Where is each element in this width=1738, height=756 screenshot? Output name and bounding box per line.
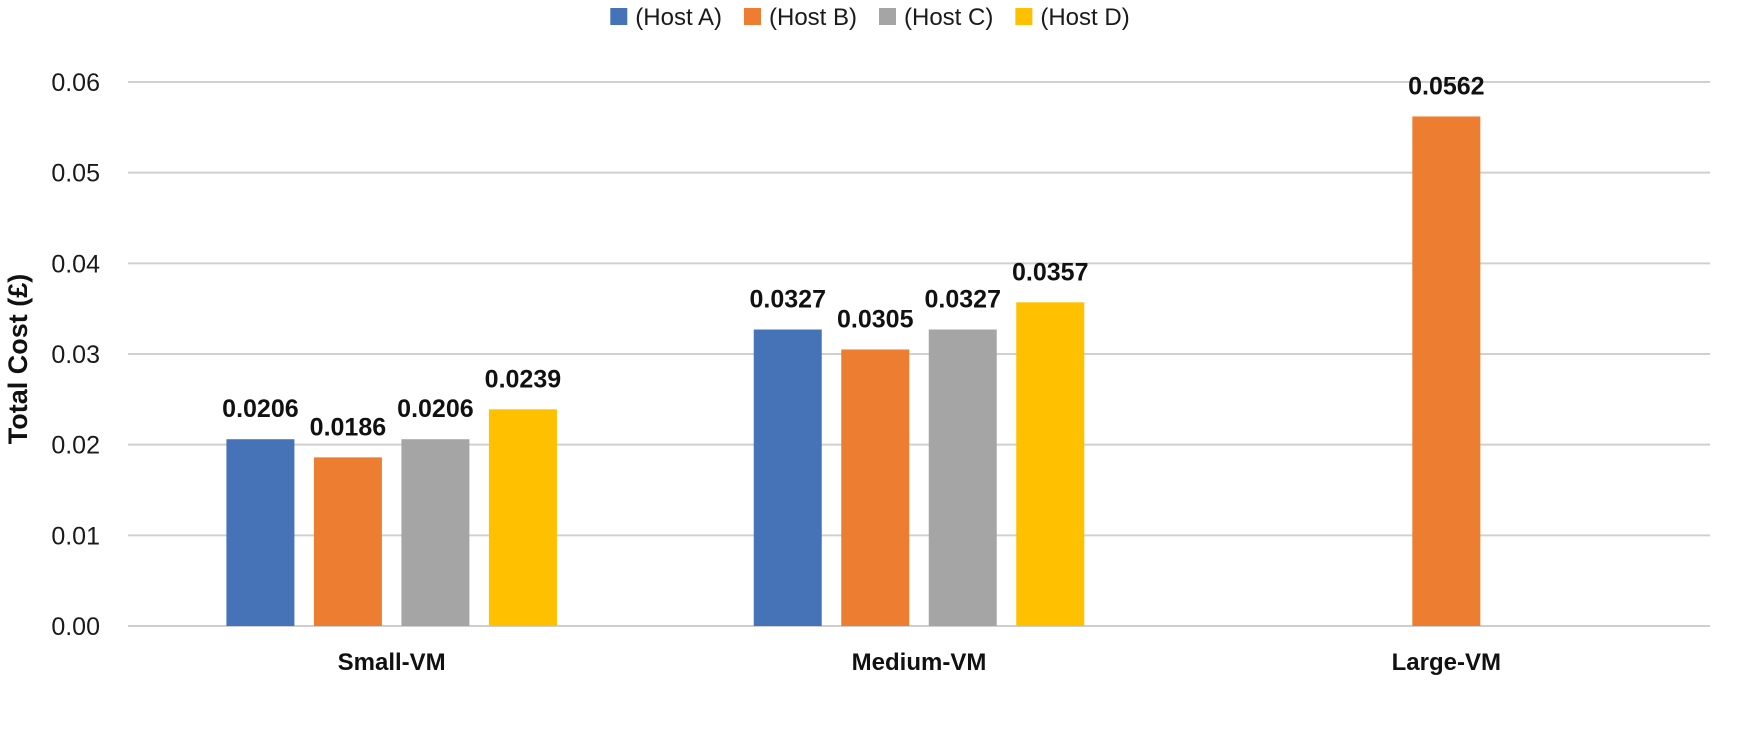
bar — [1016, 302, 1085, 626]
bar — [488, 409, 557, 626]
data-label: 0.0562 — [1408, 72, 1484, 100]
data-label: 0.0327 — [750, 286, 826, 314]
legend-label: (Host D) — [1040, 4, 1129, 31]
legend-item: (Host A) — [610, 4, 722, 31]
legend: (Host A) (Host B) (Host C) (Host D) — [610, 4, 1130, 31]
y-tick-label: 0.03 — [51, 341, 100, 369]
category-label: Medium-VM — [852, 649, 987, 676]
legend-item: (Host C) — [879, 4, 993, 31]
y-axis-title: Total Cost (£) — [3, 274, 33, 445]
bars — [226, 116, 1481, 626]
category-label: Small-VM — [338, 649, 446, 676]
bar — [1412, 116, 1481, 626]
y-tick-label: 0.06 — [51, 69, 100, 97]
data-label: 0.0357 — [1012, 258, 1088, 286]
data-label: 0.0206 — [397, 395, 473, 423]
legend-item: (Host D) — [1015, 4, 1130, 31]
bar — [928, 329, 997, 626]
bar — [753, 329, 822, 626]
legend-label: (Host B) — [769, 4, 857, 31]
data-label: 0.0305 — [837, 305, 914, 333]
bar — [226, 439, 295, 626]
legend-label: (Host C) — [904, 4, 993, 31]
category-label: Large-VM — [1392, 649, 1501, 676]
data-label: 0.0327 — [925, 286, 1001, 314]
x-axis-category-labels: Small-VM Medium-VM Large-VM — [338, 649, 1501, 676]
y-tick-label: 0.01 — [51, 522, 100, 550]
data-labels: 0.0206 0.0186 0.0206 0.0239 0.0327 0.0305 0.03… — [222, 72, 1484, 441]
legend-swatch — [1015, 8, 1033, 25]
legend-label: (Host A) — [635, 4, 722, 31]
gridlines — [128, 81, 1710, 627]
y-tick-label: 0.00 — [51, 613, 100, 641]
y-axis-tick-labels: 0.00 0.01 0.02 0.03 0.04 0.05 0.06 — [51, 69, 100, 641]
legend-swatch — [879, 8, 897, 25]
bar — [401, 439, 470, 626]
data-label: 0.0239 — [485, 365, 561, 393]
bar — [313, 457, 382, 626]
legend-item: (Host B) — [743, 4, 857, 31]
legend-swatch — [743, 8, 761, 25]
data-label: 0.0206 — [222, 395, 298, 423]
y-tick-label: 0.02 — [51, 432, 100, 460]
data-label: 0.0186 — [310, 413, 386, 441]
bar — [841, 349, 910, 626]
legend-swatch — [610, 8, 628, 25]
y-tick-label: 0.04 — [51, 250, 100, 278]
y-tick-label: 0.05 — [51, 160, 100, 188]
